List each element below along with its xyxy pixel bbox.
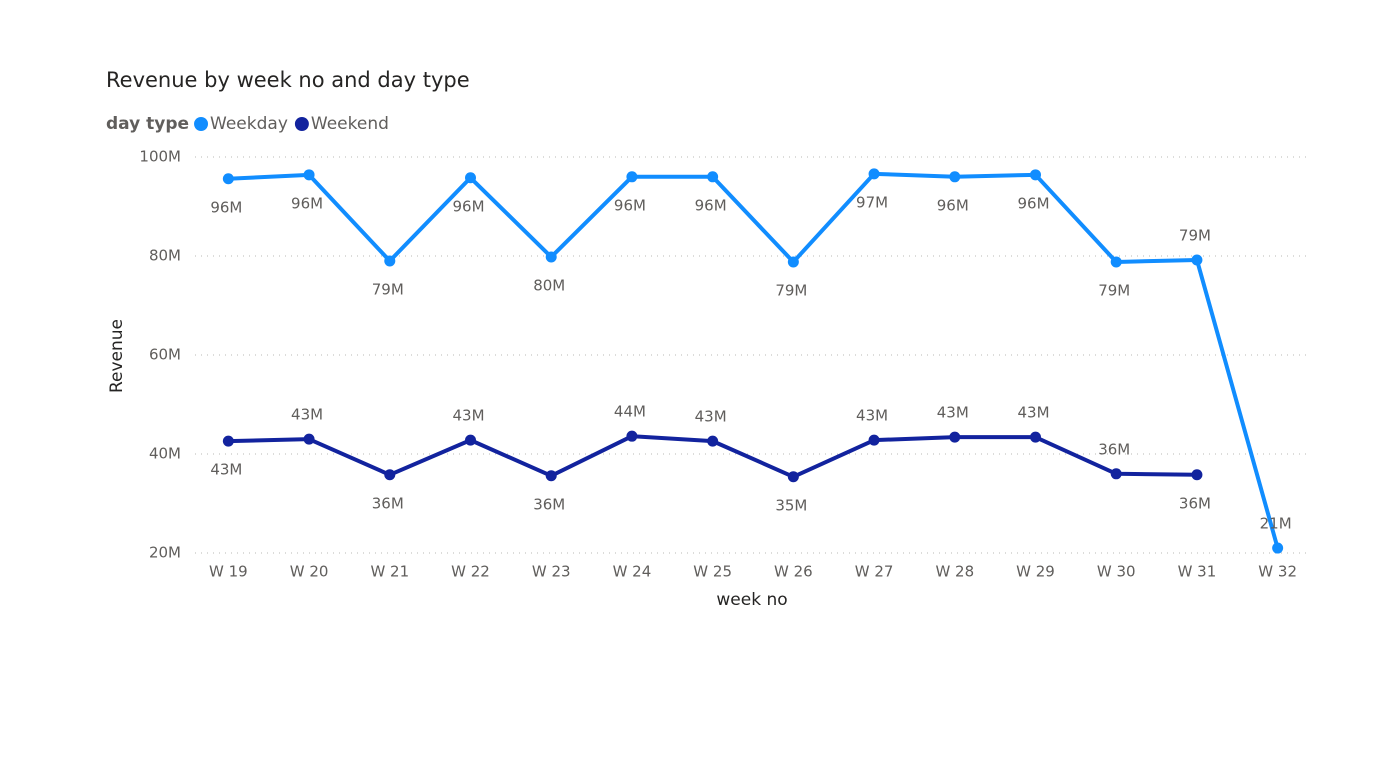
data-label: 96M	[210, 198, 242, 216]
y-tick-label: 60M	[149, 346, 181, 364]
y-tick-label: 40M	[149, 445, 181, 463]
data-point	[949, 431, 961, 443]
series-line	[228, 171, 1280, 549]
data-label: 96M	[291, 194, 323, 212]
data-point	[1191, 469, 1203, 481]
data-label: 43M	[1017, 404, 1049, 422]
x-tick-label: W 32	[1258, 563, 1297, 581]
data-point	[303, 169, 315, 181]
data-point	[707, 171, 719, 183]
data-point	[1272, 542, 1284, 554]
legend-marker	[194, 117, 209, 131]
data-label: 79M	[1179, 226, 1211, 244]
y-tick-label: 100M	[139, 148, 181, 166]
data-label: 96M	[452, 197, 484, 215]
data-point	[868, 434, 880, 446]
data-point	[787, 471, 799, 483]
data-point	[222, 435, 234, 447]
legend-label: Weekend	[311, 114, 389, 134]
y-tick-label: 20M	[149, 544, 181, 562]
data-point	[707, 435, 719, 447]
data-label: 21M	[1260, 515, 1292, 533]
data-label: 44M	[614, 403, 646, 421]
x-tick-label: W 24	[613, 563, 652, 581]
data-point	[303, 433, 315, 445]
x-tick-label: W 30	[1097, 563, 1136, 581]
legend-label: Weekday	[210, 114, 288, 134]
data-label: 43M	[695, 408, 727, 426]
data-label: 97M	[856, 193, 888, 211]
data-label: 36M	[533, 495, 565, 513]
data-point	[949, 171, 961, 183]
data-point	[626, 171, 638, 183]
data-point	[1110, 468, 1122, 480]
x-axis-title: week no	[716, 590, 787, 610]
data-point	[384, 469, 396, 481]
data-point	[787, 256, 799, 268]
data-point	[384, 255, 396, 267]
data-point	[868, 168, 880, 180]
data-point	[626, 430, 638, 442]
data-label: 79M	[775, 281, 807, 299]
legend-title: day type	[106, 114, 189, 134]
data-point	[545, 470, 557, 482]
x-tick-label: W 31	[1178, 563, 1217, 581]
legend-marker	[294, 117, 309, 131]
data-label: 43M	[210, 461, 242, 479]
data-label: 43M	[937, 404, 969, 422]
data-label: 96M	[937, 196, 969, 214]
y-axis-title: Revenue	[107, 319, 127, 393]
data-point	[1030, 169, 1041, 181]
x-tick-label: W 25	[693, 563, 732, 581]
data-label: 96M	[1017, 194, 1049, 212]
x-tick-label: W 27	[855, 563, 894, 581]
data-label: 35M	[775, 496, 807, 514]
x-tick-label: W 23	[532, 563, 571, 581]
data-label: 36M	[372, 494, 404, 512]
x-tick-label: W 22	[451, 563, 490, 581]
data-label: 36M	[1179, 494, 1211, 512]
data-label: 79M	[372, 280, 404, 298]
data-point	[1110, 256, 1122, 268]
chart-title: Revenue by week no and day type	[106, 68, 470, 92]
x-tick-label: W 28	[935, 563, 974, 581]
data-label: 79M	[1098, 281, 1130, 299]
data-label: 43M	[452, 407, 484, 425]
data-point	[465, 172, 476, 184]
data-label: 36M	[1098, 440, 1130, 458]
data-label: 43M	[291, 406, 323, 424]
data-label: 80M	[533, 276, 565, 294]
x-tick-label: W 20	[290, 563, 329, 581]
data-point	[465, 434, 476, 446]
data-label: 96M	[614, 196, 646, 214]
x-tick-label: W 29	[1016, 563, 1055, 581]
data-label: 43M	[856, 407, 888, 425]
data-point	[1030, 431, 1041, 443]
data-point	[1191, 254, 1203, 266]
x-tick-label: W 21	[370, 563, 409, 581]
x-tick-label: W 19	[209, 563, 248, 581]
data-point	[545, 251, 557, 263]
data-label: 96M	[695, 196, 727, 214]
y-tick-label: 80M	[149, 247, 181, 265]
data-point	[222, 173, 234, 185]
x-tick-label: W 26	[774, 563, 813, 581]
